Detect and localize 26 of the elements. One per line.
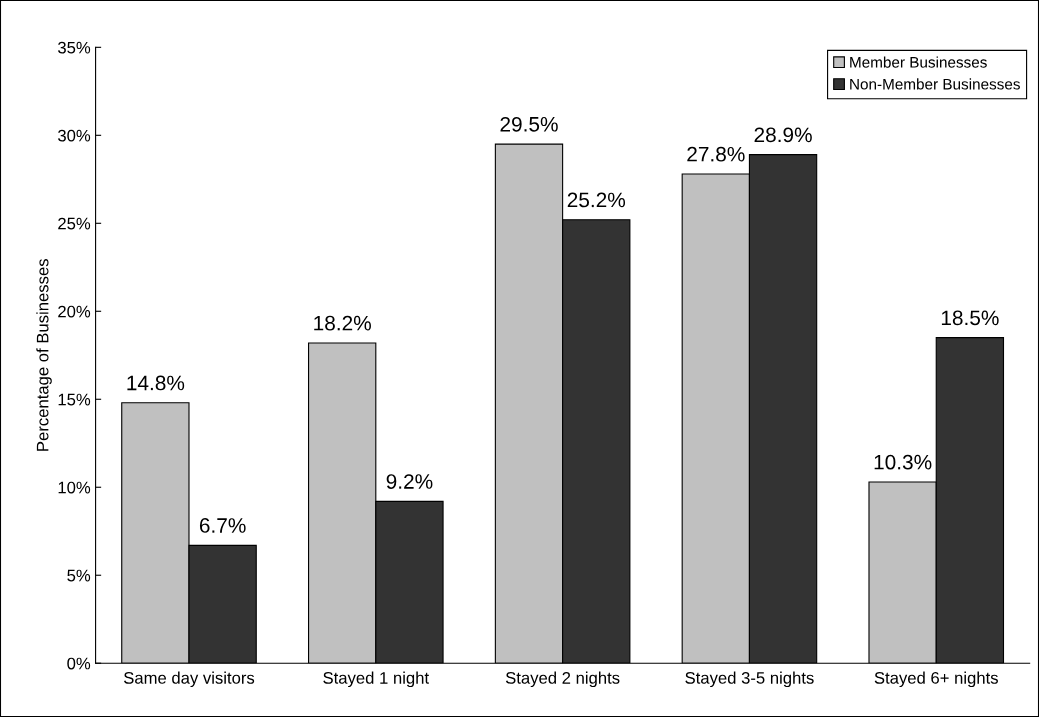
x-tick-label: Stayed 6+ nights — [874, 671, 998, 688]
y-tick-label: 5% — [67, 569, 91, 582]
data-label: 10.3% — [874, 454, 932, 470]
data-label: 9.2% — [386, 474, 433, 489]
x-tick-label: Stayed 2 nights — [505, 671, 620, 688]
data-label: 25.2% — [567, 192, 626, 208]
y-axis-title: Percentage of Businesses — [36, 259, 52, 451]
data-label: 29.5% — [500, 116, 558, 132]
data-label: 28.9% — [754, 127, 812, 143]
legend-label: Member Businesses — [850, 56, 987, 68]
y-tick-label: 35% — [58, 41, 91, 54]
data-label: 14.8% — [127, 375, 185, 391]
y-tick-label: 20% — [58, 305, 91, 318]
y-tick-label: 0% — [67, 657, 91, 670]
legend-label: Non-Member Businesses — [850, 78, 1020, 90]
y-tick-label: 25% — [58, 217, 91, 230]
data-label: 6.7% — [199, 518, 246, 533]
x-tick-label: Stayed 1 night — [323, 671, 429, 688]
data-label: 18.2% — [314, 315, 371, 331]
y-tick-label: 10% — [58, 481, 91, 494]
data-label: 27.8% — [687, 146, 745, 162]
data-label: 18.5% — [941, 310, 999, 326]
x-tick-label: Stayed 3-5 nights — [685, 671, 814, 688]
x-tick-label: Same day visitors — [123, 671, 255, 688]
y-tick-label: 30% — [58, 129, 91, 142]
y-tick-label: 15% — [58, 393, 91, 406]
